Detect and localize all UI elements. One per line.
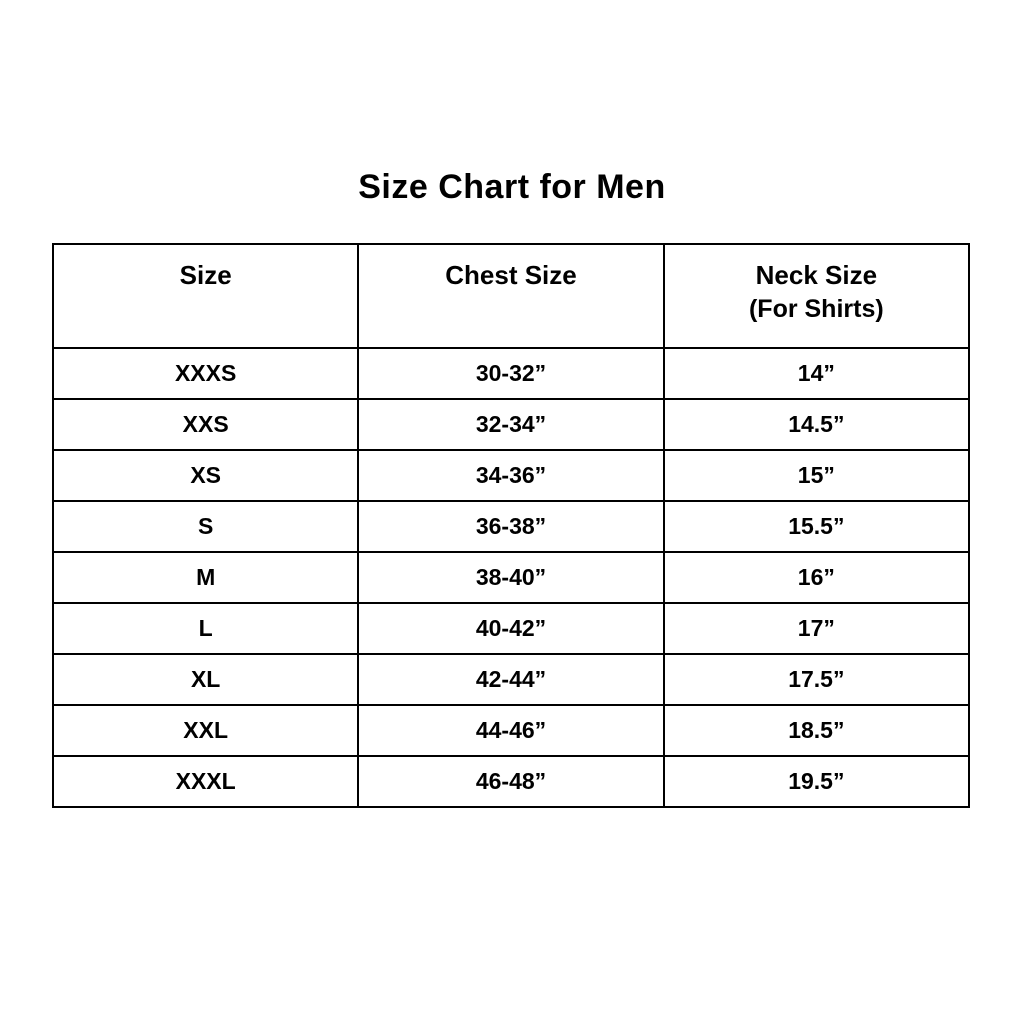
neck-size-cell: 14.5” (662, 398, 971, 451)
chest-size-cell: 40-42” (357, 602, 665, 655)
chest-size-cell: 34-36” (357, 449, 665, 502)
size-cell: XS (51, 449, 360, 502)
table-row: S 36-38” 15.5” (51, 500, 971, 553)
neck-size-cell: 18.5” (662, 704, 971, 757)
size-cell: L (51, 602, 360, 655)
column-header-chest-size: Chest Size (357, 243, 665, 349)
size-cell: XL (51, 653, 360, 706)
table-row: XXXL 46-48” 19.5” (51, 755, 971, 808)
size-cell: M (51, 551, 360, 604)
table-row: XXXS 30-32” 14” (51, 347, 971, 400)
neck-size-cell: 14” (662, 347, 971, 400)
chest-size-cell: 36-38” (357, 500, 665, 553)
chest-size-cell: 32-34” (357, 398, 665, 451)
neck-size-cell: 19.5” (662, 755, 971, 808)
column-header-neck-size: Neck Size (For Shirts) (662, 243, 971, 349)
table-row: XL 42-44” 17.5” (51, 653, 971, 706)
column-header-size-label: Size (179, 260, 232, 290)
size-cell: XXXS (51, 347, 360, 400)
neck-size-cell: 15” (662, 449, 971, 502)
chest-size-cell: 38-40” (357, 551, 665, 604)
neck-size-cell: 15.5” (662, 500, 971, 553)
size-cell: XXS (51, 398, 360, 451)
table-row: XS 34-36” 15” (51, 449, 971, 502)
chest-size-cell: 42-44” (357, 653, 665, 706)
table-row: XXS 32-34” 14.5” (51, 398, 971, 451)
table-row: XXL 44-46” 18.5” (51, 704, 971, 757)
table-body: XXXS 30-32” 14” XXS 32-34” 14.5” XS 34-3… (51, 347, 971, 808)
size-cell: XXL (51, 704, 360, 757)
column-header-chest-label: Chest Size (445, 260, 577, 290)
neck-size-cell: 17” (662, 602, 971, 655)
chest-size-cell: 46-48” (357, 755, 665, 808)
chest-size-cell: 44-46” (357, 704, 665, 757)
column-header-neck-sublabel: (For Shirts) (748, 294, 884, 323)
column-header-neck-label: Neck Size (755, 260, 878, 290)
table-row: M 38-40” 16” (51, 551, 971, 604)
neck-size-cell: 16” (662, 551, 971, 604)
size-cell: XXXL (51, 755, 360, 808)
chest-size-cell: 30-32” (357, 347, 665, 400)
size-cell: S (51, 500, 360, 553)
table-header: Size Chest Size Neck Size (For Shirts) (51, 243, 971, 349)
neck-size-cell: 17.5” (662, 653, 971, 706)
column-header-size: Size (51, 243, 360, 349)
table-header-row: Size Chest Size Neck Size (For Shirts) (51, 243, 971, 349)
page-title: Size Chart for Men (358, 168, 666, 206)
table-row: L 40-42” 17” (51, 602, 971, 655)
size-chart-table: Size Chest Size Neck Size (For Shirts) X… (51, 243, 971, 808)
